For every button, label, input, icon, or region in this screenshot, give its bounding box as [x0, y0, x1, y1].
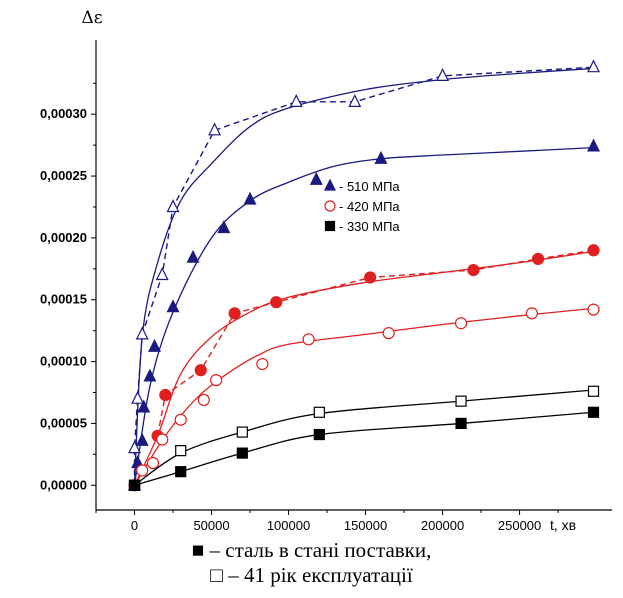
data-point-330--5: [175, 466, 187, 478]
data-point-420--3: [382, 327, 395, 340]
data-point-420--3: [256, 357, 269, 371]
data-point-510--0: [348, 94, 362, 107]
data-point-330--4: [587, 385, 600, 397]
fit-curve-420--3: [133, 307, 594, 486]
x-tick-label: 100000: [267, 518, 310, 533]
fit-curve-510--0: [133, 67, 594, 486]
data-point-510--0: [128, 440, 141, 454]
caption-delivered-state: ■ – сталь в стані поставки,: [191, 538, 432, 562]
y-tick-label: 0,00005: [40, 415, 87, 430]
data-point-330--5: [313, 428, 325, 441]
data-point-330--4: [455, 395, 467, 407]
data-point-510--1: [309, 171, 323, 185]
data-point-510--0: [436, 68, 450, 81]
data-point-420--3: [302, 333, 315, 346]
data-point-330--4: [236, 426, 248, 438]
data-point-510--1: [143, 368, 157, 382]
data-point-330--4: [175, 445, 187, 457]
data-point-510--1: [137, 399, 151, 413]
legend-label: - 330 МПа: [339, 219, 400, 234]
data-point-420--3: [454, 317, 468, 330]
data-point-420--3: [587, 303, 600, 316]
data-point-510--1: [374, 150, 388, 164]
data-point-330--5: [587, 406, 600, 418]
data-point-420--2: [159, 388, 172, 402]
data-point-510--0: [131, 390, 145, 404]
data-point-420--3: [136, 464, 149, 477]
legend-marker: [324, 178, 336, 191]
data-point-510--0: [208, 122, 222, 136]
data-point-510--1: [148, 338, 162, 352]
data-point-510--0: [155, 267, 169, 281]
data-point-510--1: [587, 138, 600, 152]
data-point-510--1: [243, 191, 257, 205]
data-point-420--3: [146, 456, 160, 470]
data-point-510--0: [587, 59, 600, 73]
y-axis-label: Δε: [81, 8, 102, 28]
y-tick-label: 0,00000: [40, 477, 87, 492]
data-point-420--2: [194, 364, 207, 377]
data-point-510--1: [166, 299, 180, 313]
y-tick-label: 0,00015: [40, 292, 87, 307]
x-tick-label: 0: [131, 518, 138, 533]
data-point-330--5: [128, 479, 141, 491]
data-point-510--0: [289, 94, 303, 107]
y-tick-label: 0,00025: [40, 168, 87, 183]
data-point-510--1: [186, 249, 200, 263]
y-tick-label: 0,00010: [40, 354, 87, 369]
legend-marker: [324, 200, 336, 212]
data-point-420--2: [531, 252, 545, 266]
dashed-line-510--0: [133, 66, 594, 486]
data-point-420--2: [228, 307, 241, 320]
data-point-420--2: [270, 296, 283, 309]
x-tick-label: 250000: [498, 518, 541, 533]
y-tick-label: 0,00020: [40, 230, 87, 245]
legend-label: - 420 МПа: [339, 199, 400, 214]
x-axis-label: t, хв: [550, 517, 576, 533]
legend-marker: [324, 220, 336, 232]
data-point-420--2: [467, 263, 480, 277]
data-point-420--3: [156, 433, 169, 446]
data-point-420--3: [210, 374, 223, 387]
x-tick-label: 50000: [193, 518, 229, 533]
data-point-420--2: [587, 244, 600, 257]
x-tick-label: 150000: [344, 518, 387, 533]
data-point-420--3: [197, 393, 210, 407]
x-tick-label: 200000: [421, 518, 464, 533]
caption-41-years-service: □ – 41 рік експлуатації: [210, 563, 413, 587]
fit-curve-330--5: [134, 411, 594, 486]
data-point-510--1: [135, 432, 149, 446]
data-point-420--3: [174, 413, 187, 426]
y-tick-label: 0,00030: [40, 106, 87, 121]
data-point-510--0: [166, 199, 180, 213]
data-point-510--0: [135, 326, 149, 340]
data-point-330--5: [236, 447, 248, 459]
data-point-510--1: [217, 220, 231, 234]
data-point-420--3: [525, 307, 539, 320]
legend-label: - 510 МПа: [339, 179, 400, 194]
data-point-330--5: [455, 417, 467, 430]
data-point-420--2: [364, 271, 377, 284]
data-point-330--4: [313, 406, 325, 418]
